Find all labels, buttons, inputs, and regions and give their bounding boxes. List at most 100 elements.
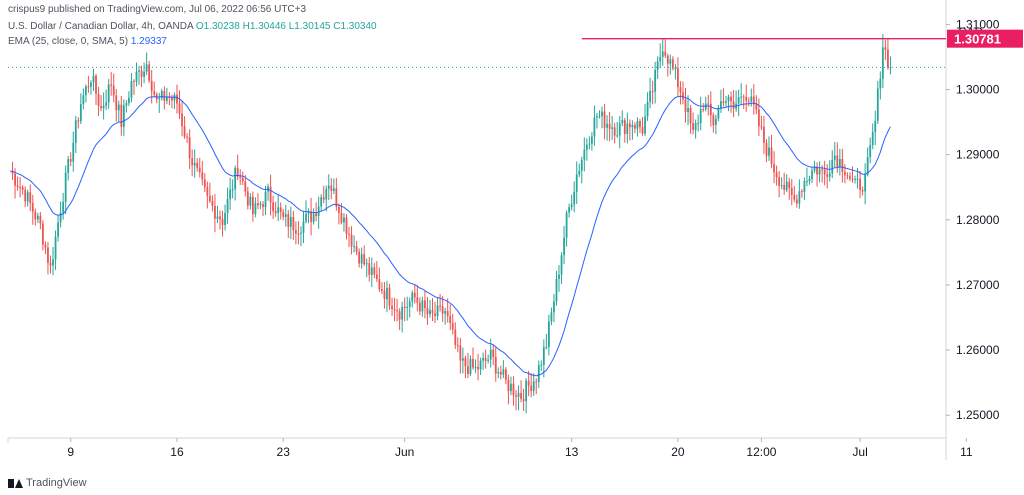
candle-body bbox=[535, 381, 538, 383]
candle-body bbox=[472, 358, 474, 368]
candle-body bbox=[467, 366, 469, 375]
candle-body bbox=[34, 211, 37, 220]
candle-body bbox=[649, 91, 651, 103]
candle-body bbox=[138, 70, 140, 72]
candle-body bbox=[41, 223, 44, 245]
time-tick-label: 23 bbox=[277, 445, 291, 459]
candle-body bbox=[568, 207, 571, 213]
candle-body bbox=[558, 274, 560, 279]
candle-body bbox=[54, 236, 57, 260]
candle-body bbox=[510, 383, 512, 392]
candle-body bbox=[153, 91, 156, 95]
candle-body bbox=[717, 108, 720, 119]
candle-body bbox=[618, 123, 621, 136]
candle-body bbox=[317, 206, 320, 217]
candle-body bbox=[674, 68, 677, 70]
candle-body bbox=[714, 118, 717, 126]
candle-body bbox=[294, 230, 297, 234]
candle-body bbox=[659, 56, 662, 62]
candle-body bbox=[383, 290, 386, 300]
candle-body bbox=[391, 305, 393, 310]
candle-body bbox=[44, 244, 47, 248]
candle-body bbox=[682, 92, 684, 100]
candle-body bbox=[340, 212, 343, 223]
candle-body bbox=[591, 136, 593, 144]
price-axis: 1.31000 1.30000 1.29000 1.28000 1.27000 1.260… bbox=[946, 17, 1023, 422]
close-value: C1.30340 bbox=[333, 21, 377, 32]
candle-body bbox=[416, 297, 419, 303]
candle-body bbox=[257, 203, 259, 206]
candle-body bbox=[550, 312, 553, 322]
candle-body bbox=[272, 202, 275, 212]
candle-body bbox=[241, 177, 244, 182]
candle-body bbox=[67, 159, 70, 173]
candle-body bbox=[135, 71, 138, 82]
candle-body bbox=[859, 178, 861, 191]
candle-body bbox=[520, 392, 522, 400]
candle-body bbox=[102, 105, 105, 109]
candle-body bbox=[305, 213, 307, 222]
candle-body bbox=[601, 111, 603, 117]
candle-body bbox=[446, 311, 449, 316]
candle-body bbox=[596, 116, 598, 118]
candle-body bbox=[752, 96, 755, 105]
candle-body bbox=[39, 215, 42, 224]
candle-body bbox=[474, 366, 477, 368]
candle-body bbox=[259, 204, 262, 206]
candle-body bbox=[502, 369, 505, 375]
candle-body bbox=[398, 311, 401, 320]
candle-body bbox=[828, 173, 831, 177]
candle-body bbox=[335, 188, 338, 207]
high-value: H1.30446 bbox=[242, 21, 286, 32]
candle-body bbox=[808, 178, 811, 181]
candle-body bbox=[854, 178, 856, 180]
candle-body bbox=[869, 145, 872, 158]
candle-body bbox=[606, 123, 608, 128]
candle-body bbox=[651, 91, 654, 93]
low-value: L1.30145 bbox=[288, 21, 331, 32]
candle-body bbox=[381, 289, 383, 291]
candle-body bbox=[173, 94, 176, 101]
footer-brand: TradingView bbox=[26, 477, 87, 489]
candle-body bbox=[282, 211, 285, 217]
candle-body bbox=[211, 200, 214, 206]
candle-body bbox=[757, 109, 760, 127]
candle-body bbox=[530, 385, 533, 392]
candle-body bbox=[165, 97, 168, 101]
candle-body bbox=[320, 197, 323, 207]
price-tick-label: 1.30000 bbox=[956, 83, 1000, 97]
candle-body bbox=[406, 306, 409, 308]
candle-body bbox=[107, 84, 110, 103]
candle-body bbox=[386, 287, 388, 300]
candle-body bbox=[350, 234, 353, 247]
candle-body bbox=[59, 212, 62, 223]
candle-body bbox=[90, 82, 92, 88]
tradingview-logo-icon bbox=[8, 478, 23, 488]
candle-body bbox=[656, 61, 659, 71]
candle-body bbox=[95, 75, 97, 94]
candle-body bbox=[234, 168, 237, 190]
candle-body bbox=[750, 96, 753, 102]
candle-body bbox=[424, 300, 426, 309]
candle-body bbox=[393, 309, 396, 311]
candle-body bbox=[74, 120, 77, 143]
candle-body bbox=[439, 305, 441, 307]
candle-body bbox=[87, 86, 90, 88]
candle-body bbox=[540, 364, 543, 366]
candle-body bbox=[193, 162, 196, 166]
candle-body bbox=[575, 174, 578, 192]
candle-body bbox=[105, 102, 108, 106]
candle-body bbox=[811, 170, 813, 179]
candle-body bbox=[178, 103, 181, 114]
candle-body bbox=[249, 196, 252, 206]
candle-body bbox=[722, 101, 725, 103]
candle-body bbox=[125, 103, 128, 106]
candle-body bbox=[355, 246, 358, 252]
candle-body bbox=[737, 97, 740, 104]
candle-body bbox=[765, 142, 768, 156]
candle-body bbox=[429, 310, 431, 315]
candle-body bbox=[573, 191, 576, 205]
candle-body bbox=[831, 159, 834, 174]
candle-body bbox=[274, 211, 277, 214]
